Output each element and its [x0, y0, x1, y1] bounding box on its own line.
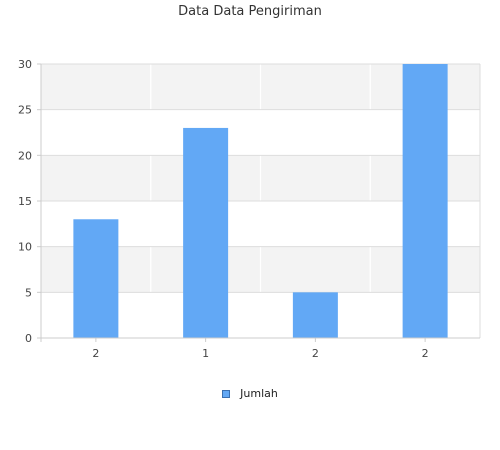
x-tick-label: 2	[422, 347, 429, 360]
bar	[403, 64, 448, 338]
y-tick-label: 5	[25, 286, 32, 299]
y-tick-labels: 0 5 10 15 20 25 30	[18, 58, 32, 345]
x-tick-label: 2	[92, 347, 99, 360]
bar	[183, 128, 228, 338]
y-tick-label: 30	[18, 58, 32, 71]
y-tick-label: 10	[18, 241, 32, 254]
y-tick-label: 0	[25, 332, 32, 345]
legend-swatch	[222, 390, 230, 398]
legend: Jumlah	[0, 387, 500, 400]
legend-label-jumlah: Jumlah	[240, 387, 278, 400]
y-tick-label: 15	[18, 195, 32, 208]
bar	[73, 219, 118, 338]
y-tick-label: 25	[18, 104, 32, 117]
x-tick-labels: 2 1 2 2	[92, 347, 428, 360]
y-tick-label: 20	[18, 149, 32, 162]
x-tick-label: 1	[202, 347, 209, 360]
x-tick-label: 2	[312, 347, 319, 360]
bar	[293, 292, 338, 338]
